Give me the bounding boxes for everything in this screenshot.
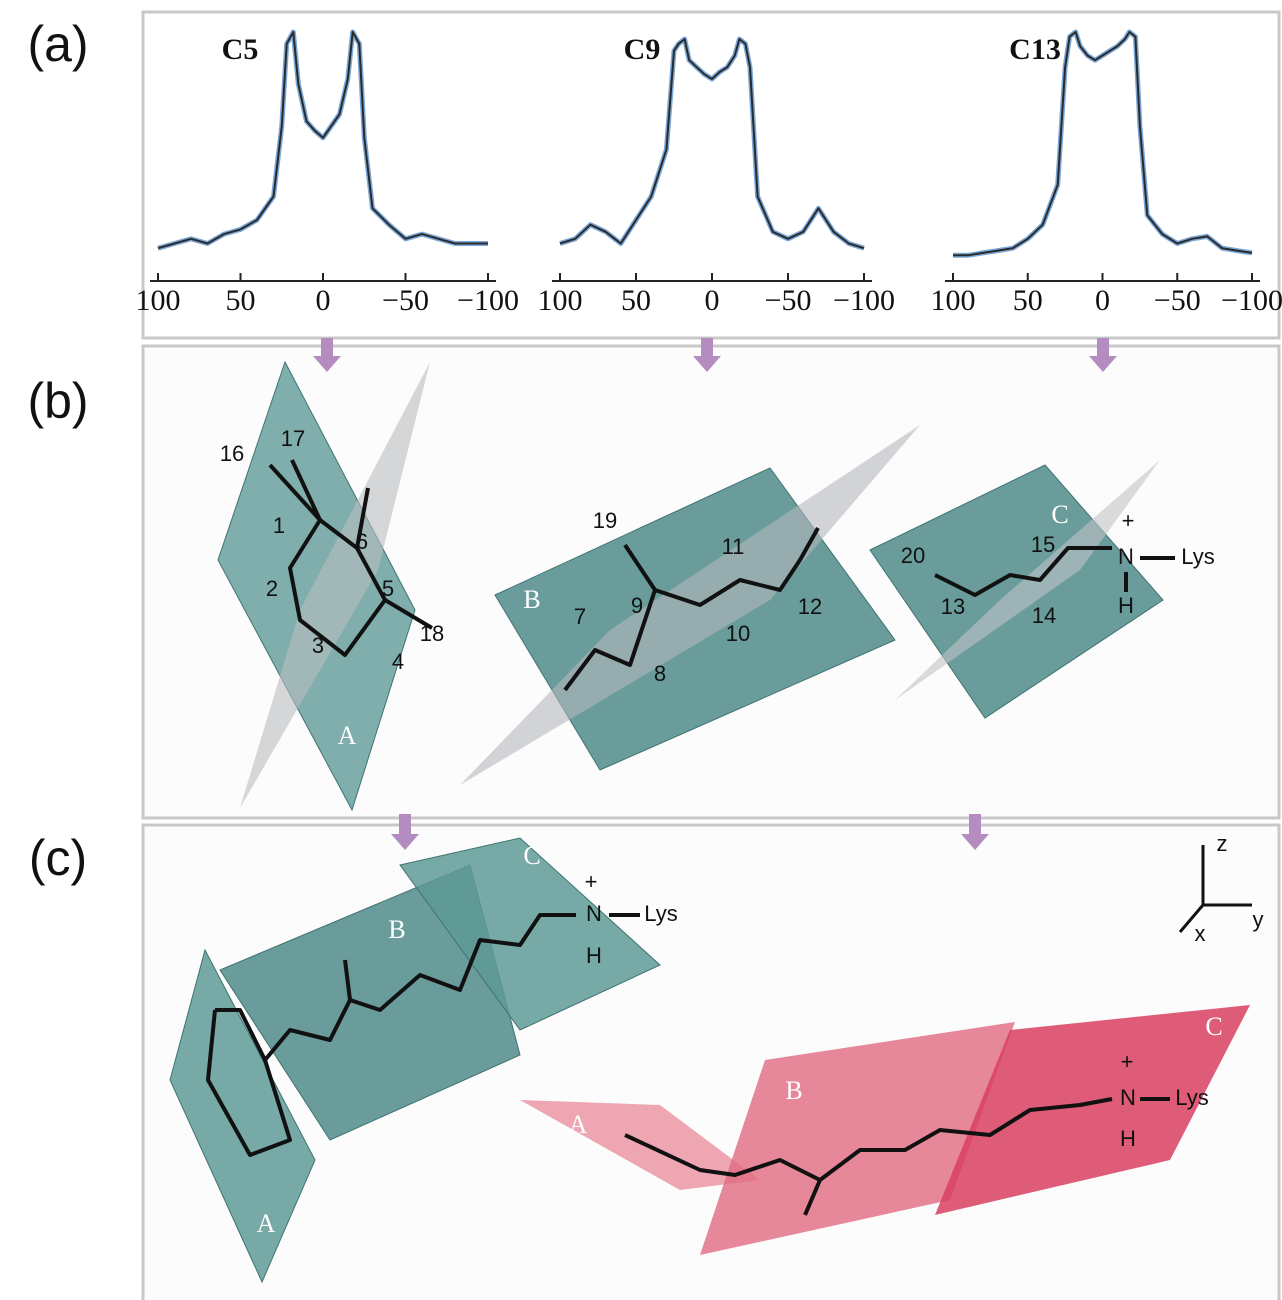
x-tick-label: −50 (765, 284, 812, 317)
axis-label: y (1253, 907, 1264, 932)
atom-label: 1 (273, 513, 285, 538)
x-tick-label: 0 (1095, 284, 1110, 317)
plane-label: A (338, 721, 357, 750)
atom-label: 18 (420, 621, 444, 646)
atom-label: 19 (593, 508, 617, 533)
plane-label: C (523, 841, 540, 870)
atom-label: 10 (726, 621, 750, 646)
x-tick-label: 100 (931, 284, 976, 317)
atom-label: 13 (941, 594, 965, 619)
atom-label: 2 (266, 576, 278, 601)
x-tick-label: −50 (1154, 284, 1201, 317)
atom-label: H (586, 943, 602, 968)
x-tick-label: 100 (538, 284, 583, 317)
plane-label: A (569, 1110, 588, 1139)
x-tick-label: −100 (457, 284, 519, 317)
axis-label: z (1217, 831, 1228, 856)
atom-label: 3 (312, 633, 324, 658)
x-tick-label: 0 (705, 284, 720, 317)
atom-label: Lys (644, 901, 677, 926)
atom-label: 5 (382, 576, 394, 601)
atom-label: 8 (654, 661, 666, 686)
atom-label: 7 (574, 604, 586, 629)
plane-label: A (257, 1209, 276, 1238)
atom-label: + (585, 869, 598, 894)
atom-label: + (1122, 508, 1135, 533)
plane-label: B (785, 1076, 802, 1105)
atom-label: H (1120, 1126, 1136, 1151)
atom-label: 12 (798, 594, 822, 619)
atom-label: Lys (1175, 1085, 1208, 1110)
atom-label: 6 (356, 529, 368, 554)
atom-label: + (1121, 1049, 1134, 1074)
plane-label: B (388, 915, 405, 944)
panel-label: (b) (27, 373, 88, 429)
atom-label: 16 (220, 441, 244, 466)
spectrum-title: C9 (624, 33, 661, 66)
panel-label: (c) (29, 830, 87, 886)
atom-label: H (1118, 593, 1134, 618)
plane-label: C (1051, 500, 1068, 529)
atom-label: N (1120, 1085, 1136, 1110)
axis-label: x (1195, 921, 1206, 946)
spectrum-title: C13 (1009, 33, 1061, 66)
figure: (a) (b) (c) (0, 0, 1282, 1300)
atom-label: Lys (1181, 544, 1214, 569)
plane-label: C (1205, 1012, 1222, 1041)
atom-label: 11 (722, 534, 745, 559)
atom-label: N (586, 901, 602, 926)
atom-label: 9 (631, 593, 643, 618)
spectrum-title: C5 (222, 33, 259, 66)
panel-label: (a) (27, 16, 88, 72)
plane-label: B (523, 585, 540, 614)
x-tick-label: −100 (1221, 284, 1282, 317)
x-tick-label: −50 (382, 284, 429, 317)
atom-label: 14 (1032, 603, 1056, 628)
x-tick-label: 50 (1013, 284, 1043, 317)
atom-label: 4 (392, 649, 404, 674)
x-tick-label: 0 (316, 284, 331, 317)
atom-label: N (1118, 544, 1134, 569)
x-tick-label: 50 (226, 284, 256, 317)
x-tick-label: 100 (136, 284, 181, 317)
atom-label: 15 (1031, 532, 1055, 557)
atom-label: 17 (281, 426, 305, 451)
x-tick-label: 50 (621, 284, 651, 317)
x-tick-label: −100 (833, 284, 895, 317)
atom-label: 20 (901, 543, 925, 568)
